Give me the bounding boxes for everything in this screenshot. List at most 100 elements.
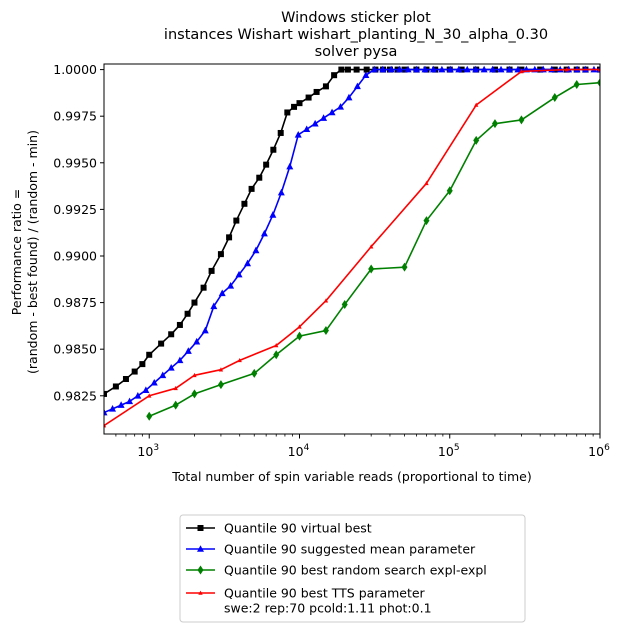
series-line: [148, 81, 600, 418]
data-point: [227, 282, 235, 289]
legend-marker: [197, 565, 204, 575]
data-point: [362, 71, 370, 78]
data-point: [210, 302, 218, 310]
data-point: [244, 259, 252, 267]
y-tick-label: 0.9925: [53, 202, 97, 217]
data-point: [413, 65, 421, 73]
data-point: [313, 88, 320, 95]
title-line-3: solver pysa: [315, 44, 398, 60]
data-point: [184, 347, 192, 354]
data-point: [269, 211, 277, 218]
legend-items: Quantile 90 virtual best Quantile 90 sugg…: [186, 521, 487, 616]
series-line: [104, 68, 600, 427]
data-point: [284, 109, 291, 116]
data-point: [131, 368, 138, 375]
data-point: [201, 326, 209, 334]
data-point: [489, 65, 497, 73]
data-point: [320, 114, 328, 121]
data-point: [322, 326, 329, 336]
y-tick-label: 0.9875: [53, 295, 97, 310]
data-point: [176, 356, 184, 364]
legend-item: Quantile 90 suggested mean parameter: [186, 542, 476, 557]
x-tick-label: 103: [137, 443, 159, 459]
y-axis-label-line-2: (random - best found) / (random - min): [25, 130, 40, 374]
data-point: [331, 72, 338, 79]
data-point: [296, 100, 303, 107]
title-line-2: instances Wishart wishart_planting_N_30_…: [164, 27, 548, 43]
data-point: [273, 350, 280, 360]
data-point: [291, 103, 298, 110]
data-point: [192, 372, 197, 378]
data-point: [104, 408, 108, 416]
data-point: [200, 284, 207, 291]
data-point: [191, 299, 198, 306]
data-point: [122, 376, 129, 383]
legend-label: Quantile 90 best random search expl-expl: [224, 563, 487, 578]
x-axis-ticks: 103 104 105 106: [115, 434, 610, 459]
legend-item: Quantile 90 virtual best: [186, 521, 372, 536]
data-point: [147, 393, 152, 398]
data-point: [551, 93, 558, 103]
data-point: [263, 161, 270, 168]
data-point: [438, 65, 446, 73]
y-tick-label: 0.9950: [53, 155, 97, 170]
series-3: [146, 78, 600, 421]
data-point: [424, 180, 429, 186]
data-point: [463, 65, 471, 73]
data-point: [379, 65, 387, 73]
data-point: [297, 324, 302, 329]
data-point: [146, 351, 153, 358]
data-point: [497, 65, 505, 73]
chart-title: Windows sticker plot instances Wishart w…: [164, 10, 548, 60]
data-point: [404, 65, 412, 73]
x-tick-label: 104: [288, 443, 310, 459]
data-point: [303, 125, 311, 133]
data-point: [218, 367, 224, 372]
legend-box: [179, 514, 526, 623]
data-point: [176, 321, 183, 328]
data-point: [472, 65, 480, 73]
data-point: [341, 299, 348, 309]
data-point: [134, 391, 142, 399]
data-point: [235, 270, 243, 278]
data-point: [286, 162, 294, 170]
data-point: [564, 67, 569, 72]
legend: Quantile 90 virtual best Quantile 90 sugg…: [179, 514, 526, 623]
y-axis-label-line-1: Performance ratio =: [9, 189, 24, 315]
data-point: [193, 337, 201, 345]
data-point: [446, 186, 453, 196]
series-2: [104, 65, 600, 416]
y-axis-ticks: 0.9825 0.9850 0.9875 0.9900 0.9925 0.9950 0.99…: [53, 62, 104, 403]
data-point: [401, 262, 408, 272]
data-point: [368, 264, 375, 274]
data-point: [270, 146, 277, 153]
data-point: [345, 93, 353, 101]
data-point: [104, 390, 107, 397]
data-point: [368, 244, 374, 249]
x-axis-label: Total number of spin variable reads (pro…: [171, 469, 532, 484]
data-point: [217, 251, 224, 258]
legend-label: Quantile 90 suggested mean parameter: [224, 542, 476, 557]
legend-label: swe:2 rep:70 pcold:1.11 phot:0.1: [224, 601, 432, 616]
data-point: [217, 380, 224, 390]
y-tick-label: 1.0000: [53, 62, 97, 77]
data-point: [514, 65, 522, 73]
data-point: [139, 361, 146, 368]
data-point: [473, 135, 480, 145]
data-point: [337, 103, 345, 110]
data-point: [344, 66, 351, 73]
data-point: [104, 423, 107, 428]
x-tick-label: 106: [588, 443, 610, 459]
y-axis-label: Performance ratio = (random - best found…: [9, 130, 40, 374]
data-point: [353, 82, 361, 90]
data-point: [256, 174, 263, 181]
legend-label: Quantile 90 virtual best: [224, 521, 372, 536]
data-point: [505, 65, 513, 73]
data-point: [218, 289, 226, 297]
x-tick-label: 105: [438, 443, 460, 459]
plot-series: [104, 65, 600, 428]
y-tick-label: 0.9825: [53, 388, 97, 403]
data-point: [277, 188, 285, 196]
